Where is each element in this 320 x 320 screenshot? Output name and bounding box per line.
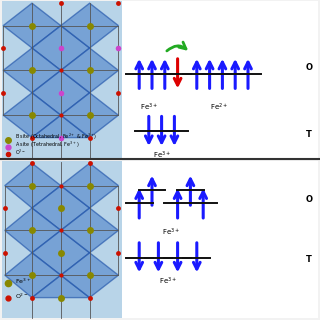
FancyBboxPatch shape <box>2 1 122 158</box>
Text: O: O <box>306 196 313 204</box>
FancyBboxPatch shape <box>2 1 318 158</box>
Polygon shape <box>32 230 90 275</box>
Polygon shape <box>61 48 118 93</box>
Polygon shape <box>61 3 118 48</box>
Polygon shape <box>5 163 61 208</box>
Polygon shape <box>32 275 90 298</box>
Text: Fe$^{3+}$: Fe$^{3+}$ <box>159 276 177 287</box>
Polygon shape <box>61 93 118 138</box>
Polygon shape <box>32 186 90 230</box>
Polygon shape <box>32 70 90 115</box>
Text: O$^{2-}$: O$^{2-}$ <box>15 292 29 301</box>
Polygon shape <box>5 253 61 298</box>
Text: O: O <box>306 63 313 72</box>
Text: T: T <box>306 130 311 139</box>
Text: O$^{2-}$: O$^{2-}$ <box>15 148 27 157</box>
Polygon shape <box>32 26 90 70</box>
Polygon shape <box>61 208 118 253</box>
Polygon shape <box>3 93 61 138</box>
Polygon shape <box>5 208 61 253</box>
Text: A site (Tetrahedral, Fe$^{3+}$): A site (Tetrahedral, Fe$^{3+}$) <box>15 140 80 150</box>
Text: Fe$^{3+}$: Fe$^{3+}$ <box>140 101 158 113</box>
Polygon shape <box>3 48 61 93</box>
FancyBboxPatch shape <box>2 161 122 318</box>
Text: Fe$^{3+}$: Fe$^{3+}$ <box>153 149 171 161</box>
Polygon shape <box>32 115 90 138</box>
Text: Fe$^{3+}$: Fe$^{3+}$ <box>162 227 180 238</box>
Text: Fe$^{3+}$: Fe$^{3+}$ <box>15 276 32 286</box>
Text: Fe$^{2+}$: Fe$^{2+}$ <box>210 101 228 113</box>
Text: B site (Octahedral, Fe$^{2+}$ & Fe$^{3+}$): B site (Octahedral, Fe$^{2+}$ & Fe$^{3+}… <box>15 132 98 142</box>
Polygon shape <box>3 3 61 48</box>
Polygon shape <box>61 163 118 208</box>
Polygon shape <box>61 253 118 298</box>
FancyBboxPatch shape <box>2 161 318 318</box>
Text: T: T <box>306 255 311 264</box>
